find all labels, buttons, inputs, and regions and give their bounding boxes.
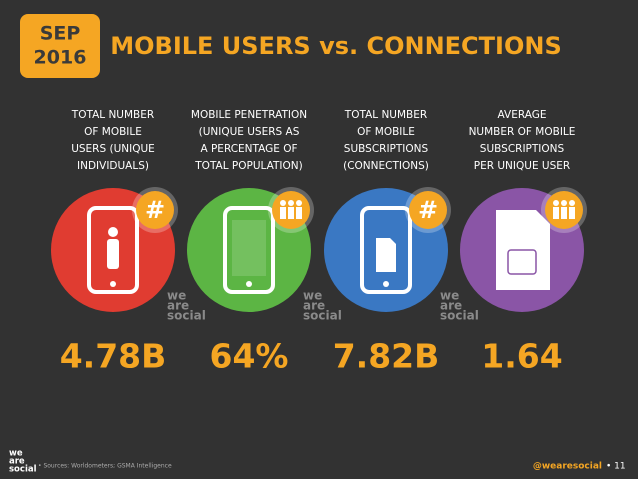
stat-label: MOBILE PENETRATION	[191, 109, 307, 121]
sim-chip	[507, 249, 537, 275]
stat-label: SUBSCRIPTIONS	[344, 143, 429, 155]
phone-icon	[223, 206, 275, 294]
phone-button	[246, 281, 252, 287]
watermark: we	[167, 289, 186, 303]
people-icon	[296, 200, 302, 206]
stat-label: NUMBER OF MOBILE	[469, 126, 576, 138]
date-month: SEP	[40, 23, 81, 45]
stat-label: PER UNIQUE USER	[474, 160, 570, 172]
phone-button	[110, 281, 116, 287]
watermark: social	[440, 309, 479, 323]
watermark: are	[440, 299, 462, 313]
people-icon	[280, 200, 286, 206]
stat-value: 1.64	[481, 337, 562, 376]
stat-label: SUBSCRIPTIONS	[480, 143, 565, 155]
stat-label: TOTAL NUMBER	[344, 109, 427, 121]
badge	[136, 191, 174, 229]
people-icon	[288, 207, 294, 219]
phone-icon	[360, 206, 412, 294]
watermark: we	[303, 289, 322, 303]
badge	[409, 191, 447, 229]
people-icon	[280, 207, 286, 219]
stat-label: USERS (UNIQUE	[71, 143, 155, 155]
stat-value: 4.78B	[60, 337, 167, 376]
date-year: 2016	[34, 47, 87, 69]
title: MOBILE USERS vs. CONNECTIONS	[110, 32, 562, 60]
people-icon	[561, 200, 567, 206]
stat-label: AVERAGE	[498, 109, 547, 121]
stat-label: TOTAL NUMBER	[71, 109, 154, 121]
phone-button	[383, 281, 389, 287]
stat-value: 64%	[210, 337, 289, 376]
footer-handle: @wearesocial	[533, 462, 602, 472]
watermark: we	[440, 289, 459, 303]
badge-symbol: #	[418, 196, 438, 224]
sim-icon	[376, 238, 396, 272]
footer-source: • Sources: Worldometers; GSMA Intelligen…	[38, 463, 172, 470]
phone-screen	[232, 220, 266, 276]
stat-value: 7.82B	[333, 337, 440, 376]
people-icon	[561, 207, 567, 219]
people-icon	[569, 200, 575, 206]
watermark: are	[303, 299, 325, 313]
watermark: are	[167, 299, 189, 313]
footer-page: • 11	[606, 462, 626, 472]
footer-logo: social	[9, 465, 37, 475]
person-body	[107, 239, 119, 269]
stat-label: (CONNECTIONS)	[343, 160, 429, 172]
footer-logo: are	[9, 457, 25, 467]
people-icon	[296, 207, 302, 219]
watermark: social	[167, 309, 206, 323]
stat-label: OF MOBILE	[357, 126, 415, 138]
footer-logo: we	[9, 449, 23, 459]
people-icon	[553, 200, 559, 206]
stat-label: A PERCENTAGE OF	[200, 143, 297, 155]
date-box	[20, 14, 100, 78]
badge-symbol: #	[145, 196, 165, 224]
stat-label: INDIVIDUALS)	[77, 160, 149, 172]
stat-label: TOTAL POPULATION)	[194, 160, 302, 172]
people-icon	[553, 207, 559, 219]
people-icon	[288, 200, 294, 206]
person-head	[108, 227, 118, 237]
watermark: social	[303, 309, 342, 323]
phone-icon	[87, 206, 139, 294]
stat-label: (UNIQUE USERS AS	[199, 126, 300, 138]
stat-label: OF MOBILE	[84, 126, 142, 138]
people-icon	[569, 207, 575, 219]
